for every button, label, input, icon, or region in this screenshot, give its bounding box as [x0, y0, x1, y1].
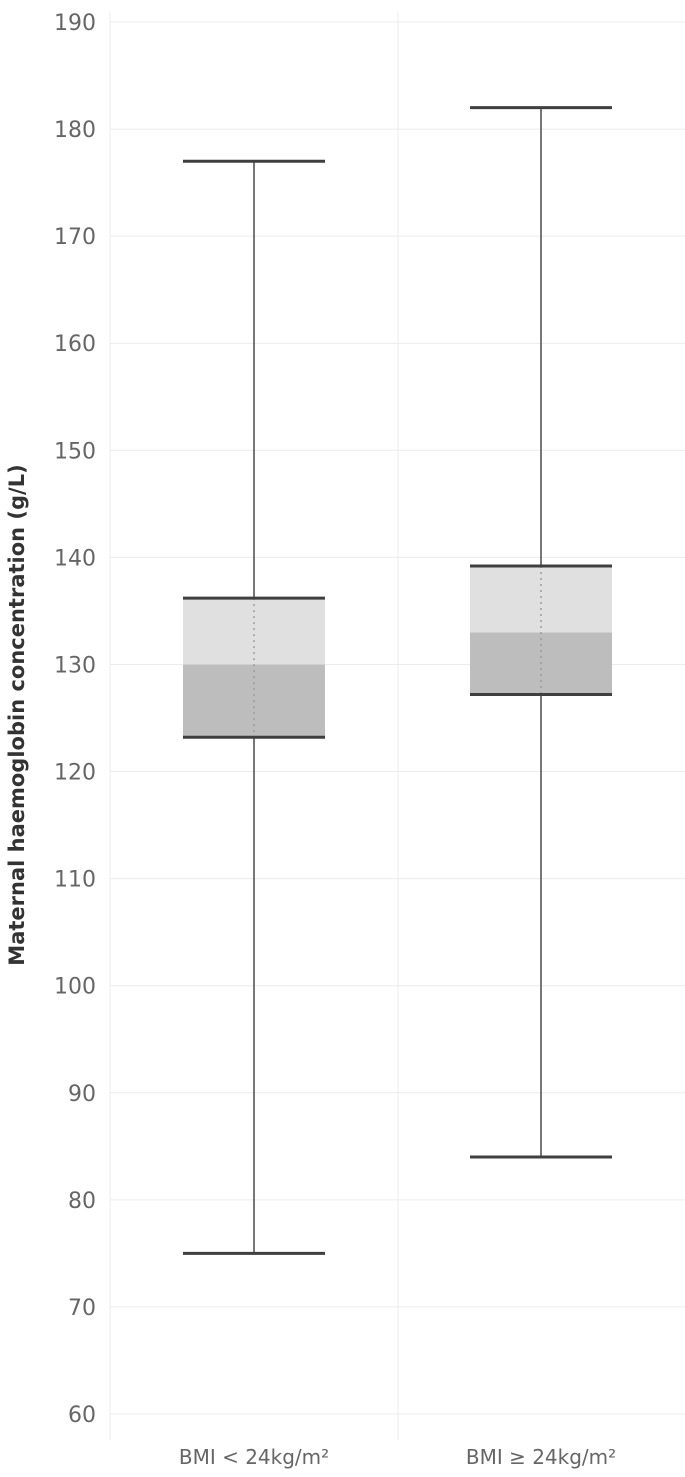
- y-axis-title: Maternal haemoglobin concentration (g/L): [5, 464, 29, 965]
- box-2: [470, 106, 612, 1159]
- y-tick-label: 190: [54, 11, 96, 36]
- y-tick-label: 160: [54, 332, 96, 357]
- y-tick-label: 170: [54, 225, 96, 250]
- grid-layer: [109, 12, 685, 1440]
- y-tick-label: 60: [68, 1403, 96, 1428]
- y-axis-ticks: 60 70 80 90 100 110 120 130 140 150 160 170 180 190: [54, 11, 96, 1428]
- box-1: [183, 159, 325, 1255]
- y-tick-label: 140: [54, 546, 96, 571]
- y-tick-label: 80: [68, 1189, 96, 1214]
- y-tick-label: 100: [54, 975, 96, 1000]
- y-tick-label: 150: [54, 439, 96, 464]
- boxes-layer: [183, 106, 612, 1255]
- box-upper-half: [470, 565, 612, 633]
- x-category-label: BMI < 24kg/m²: [179, 1445, 329, 1469]
- y-tick-label: 90: [68, 1082, 96, 1107]
- x-axis-categories: BMI < 24kg/m² BMI ≥ 24kg/m²: [179, 1445, 616, 1469]
- y-tick-label: 130: [54, 653, 96, 678]
- x-category-label: BMI ≥ 24kg/m²: [466, 1445, 616, 1469]
- y-tick-label: 120: [54, 761, 96, 786]
- y-tick-label: 180: [54, 118, 96, 143]
- y-tick-label: 110: [54, 868, 96, 893]
- box-upper-half: [183, 598, 325, 665]
- y-tick-label: 70: [68, 1296, 96, 1321]
